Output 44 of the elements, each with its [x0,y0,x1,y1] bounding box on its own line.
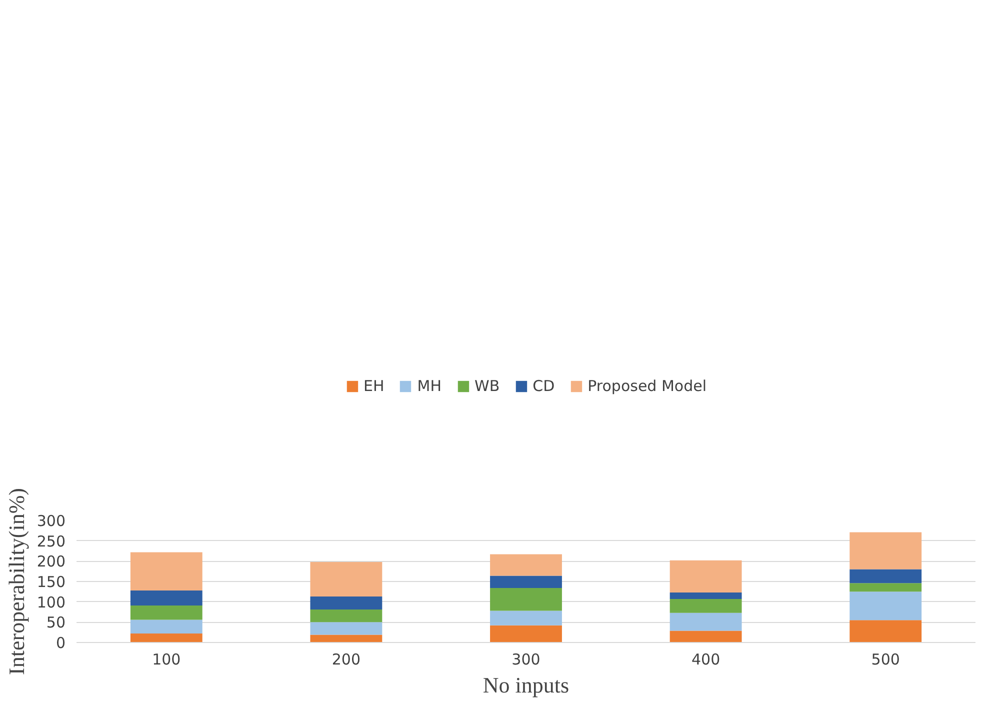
y-tick-label: 300 [36,512,66,530]
bar [850,583,922,592]
bar [850,592,922,620]
bar [850,532,922,570]
x-tick-label: 200 [332,650,361,668]
y-tick-label: 250 [36,532,66,550]
bar [310,634,382,642]
legend-label: CD [532,376,555,394]
x-tick-label: 400 [691,650,720,668]
x-tick-label: 300 [512,650,540,668]
bar [130,552,202,590]
bar [670,592,742,599]
bar [490,625,562,642]
legend-label: Proposed Model [588,376,707,394]
y-tick-label: 200 [36,552,66,571]
bar [670,612,742,631]
legend-label: EH [363,376,384,394]
bar [850,569,922,584]
x-tick-label: 500 [871,650,900,668]
bar [490,588,562,611]
bar [310,622,382,635]
bar [130,620,202,634]
legend-label: MH [417,376,442,394]
y-tick-label: 100 [36,593,66,612]
bar [490,554,562,576]
y-tick-label: 50 [46,614,66,632]
y-tick-label: 150 [36,573,66,591]
bar [670,598,742,613]
bar [670,560,742,592]
bar [130,590,202,606]
y-axis-title: Interoperability(in%) [4,488,29,675]
bar [850,620,922,642]
legend-label: WB [474,376,500,394]
bar [310,596,382,610]
x-tick-label: 100 [152,650,181,668]
bar [130,605,202,620]
bar [490,576,562,588]
y-tick-label: 0 [56,634,66,652]
bar [670,630,742,642]
bar [490,610,562,626]
bar [130,634,202,642]
bar [310,610,382,622]
x-axis-title: No inputs [482,672,570,698]
bar [310,562,382,597]
